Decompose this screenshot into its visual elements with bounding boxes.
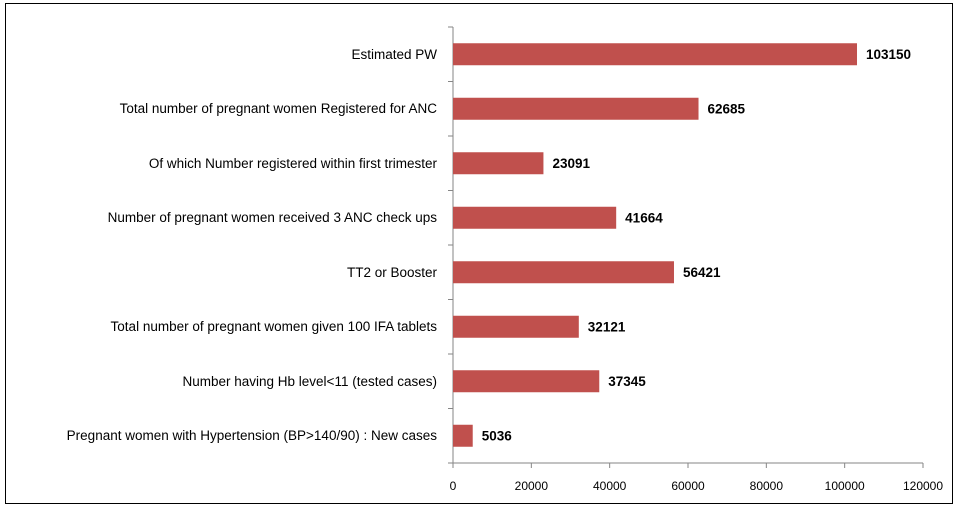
value-label: 32121 [588,319,626,334]
y-tick-label: Estimated PW [351,46,437,62]
bar [453,424,473,447]
value-label: 41664 [625,210,663,225]
y-tick-label: Total number of pregnant women Registere… [119,101,437,117]
category-label-box: Pregnant women with Hypertension (BP>140… [10,416,437,456]
x-tick-label: 40000 [593,479,627,493]
bar [453,43,858,66]
value-label: 37345 [608,374,646,389]
bar [453,315,579,338]
bar [453,97,699,120]
y-tick-label: Of which Number registered within first … [148,155,437,171]
bar [453,206,617,229]
value-label: 103150 [866,47,911,62]
value-label: 56421 [683,265,721,280]
category-label-box: Estimated PW [10,34,437,74]
x-tick-label: 120000 [903,479,943,493]
chart-border [5,3,953,504]
value-label: 5036 [482,428,513,443]
y-tick-label: Pregnant women with Hypertension (BP>140… [66,428,437,444]
x-tick-label: 100000 [825,479,865,493]
category-label-box: Of which Number registered within first … [10,143,437,183]
y-tick-label: Number having Hb level<11 (tested cases) [182,373,437,389]
x-tick-label: 60000 [671,479,705,493]
category-label-box: Total number of pregnant women given 100… [10,307,437,347]
value-label: 23091 [552,156,590,171]
bar [453,152,544,175]
category-label-box: TT2 or Booster [10,252,437,292]
y-tick-label: Number of pregnant women received 3 ANC … [107,210,437,226]
y-tick-label: TT2 or Booster [346,264,437,280]
bar [453,261,674,284]
category-label-box: Number having Hb level<11 (tested cases) [10,361,437,401]
category-label-box: Total number of pregnant women Registere… [10,89,437,129]
value-label: 62685 [708,101,746,116]
bar [453,370,600,393]
category-label-box: Number of pregnant women received 3 ANC … [10,198,437,238]
y-tick-label: Total number of pregnant women given 100… [110,319,437,335]
x-tick-label: 80000 [750,479,784,493]
x-tick-label: 20000 [515,479,549,493]
x-tick-label: 0 [450,479,457,493]
